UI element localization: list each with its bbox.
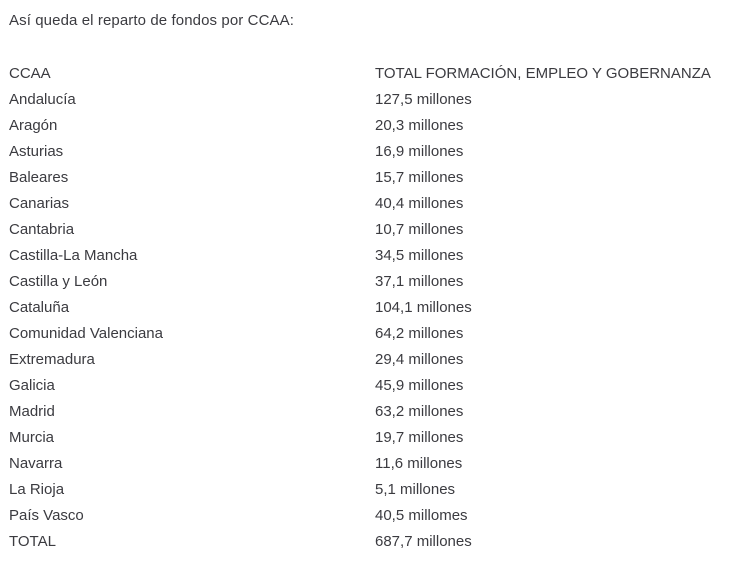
region-cell: Andalucía <box>9 90 76 108</box>
table-row: Aragón 20,3 millones <box>9 112 711 138</box>
header-row: CCAA TOTAL FORMACIÓN, EMPLEO Y GOBERNANZ… <box>9 60 711 86</box>
amount-cell: 19,7 millones <box>375 428 464 446</box>
region-cell: Extremadura <box>9 350 95 368</box>
region-cell: País Vasco <box>9 506 84 524</box>
region-cell: Aragón <box>9 116 58 134</box>
region-cell: Cataluña <box>9 298 70 316</box>
table-row: Cataluña 104,1 millones <box>9 294 711 320</box>
table-row: Cantabria 10,7 millones <box>9 216 711 242</box>
region-cell: Madrid <box>9 402 55 420</box>
table-row: Navarra 11,6 millones <box>9 450 711 476</box>
amount-cell: 104,1 millones <box>375 298 472 316</box>
amount-cell: 15,7 millones <box>375 168 464 186</box>
amount-cell: 34,5 millones <box>375 246 464 264</box>
funds-table-body: Andalucía 127,5 millones Aragón 20,3 millon… <box>9 86 711 554</box>
region-cell: TOTAL <box>9 532 56 550</box>
table-row: Castilla-La Mancha 34,5 millones <box>9 242 711 268</box>
table-row: Asturias 16,9 millones <box>9 138 711 164</box>
funds-table: CCAA TOTAL FORMACIÓN, EMPLEO Y GOBERNANZ… <box>9 60 711 554</box>
region-cell: Murcia <box>9 428 55 446</box>
table-row: Andalucía 127,5 millones <box>9 86 711 112</box>
amount-cell: 5,1 millones <box>375 480 456 498</box>
amount-cell: 40,5 millomes <box>375 506 468 524</box>
amount-cell: 37,1 millones <box>375 272 464 290</box>
table-row: Castilla y León 37,1 millones <box>9 268 711 294</box>
region-cell: Comunidad Valenciana <box>9 324 163 342</box>
table-row: Extremadura 29,4 millones <box>9 346 711 372</box>
amount-cell: 40,4 millones <box>375 194 464 212</box>
amount-cell: 20,3 millones <box>375 116 464 134</box>
amount-cell: 10,7 millones <box>375 220 464 238</box>
table-row: Madrid 63,2 millones <box>9 398 711 424</box>
table-row: Baleares 15,7 millones <box>9 164 711 190</box>
table-row: País Vasco 40,5 millomes <box>9 502 711 528</box>
amount-cell: 63,2 millones <box>375 402 464 420</box>
amount-cell: 16,9 millones <box>375 142 464 160</box>
region-cell: Baleares <box>9 168 69 186</box>
header-total: TOTAL FORMACIÓN, EMPLEO Y GOBERNANZA <box>375 64 711 82</box>
table-row: TOTAL 687,7 millones <box>9 528 711 554</box>
table-row: Canarias 40,4 millones <box>9 190 711 216</box>
amount-cell: 64,2 millones <box>375 324 464 342</box>
amount-cell: 127,5 millones <box>375 90 472 108</box>
amount-cell: 45,9 millones <box>375 376 464 394</box>
amount-cell: 29,4 millones <box>375 350 464 368</box>
region-cell: La Rioja <box>9 480 65 498</box>
region-cell: Canarias <box>9 194 70 212</box>
region-cell: Castilla y León <box>9 272 108 290</box>
table-row: La Rioja 5,1 millones <box>9 476 711 502</box>
article-content: Así queda el reparto de fondos por CCAA:… <box>9 12 711 554</box>
region-cell: Castilla-La Mancha <box>9 246 138 264</box>
amount-cell: 687,7 millones <box>375 532 472 550</box>
intro-text: Así queda el reparto de fondos por CCAA: <box>9 12 295 29</box>
table-row: Murcia 19,7 millones <box>9 424 711 450</box>
amount-cell: 11,6 millones <box>375 454 463 472</box>
region-cell: Asturias <box>9 142 64 160</box>
table-row: Comunidad Valenciana 64,2 millones <box>9 320 711 346</box>
funds-table-head: CCAA TOTAL FORMACIÓN, EMPLEO Y GOBERNANZ… <box>9 60 711 86</box>
table-row: Galicia 45,9 millones <box>9 372 711 398</box>
region-cell: Cantabria <box>9 220 75 238</box>
region-cell: Galicia <box>9 376 55 394</box>
header-ccaa: CCAA <box>9 64 51 82</box>
region-cell: Navarra <box>9 454 63 472</box>
